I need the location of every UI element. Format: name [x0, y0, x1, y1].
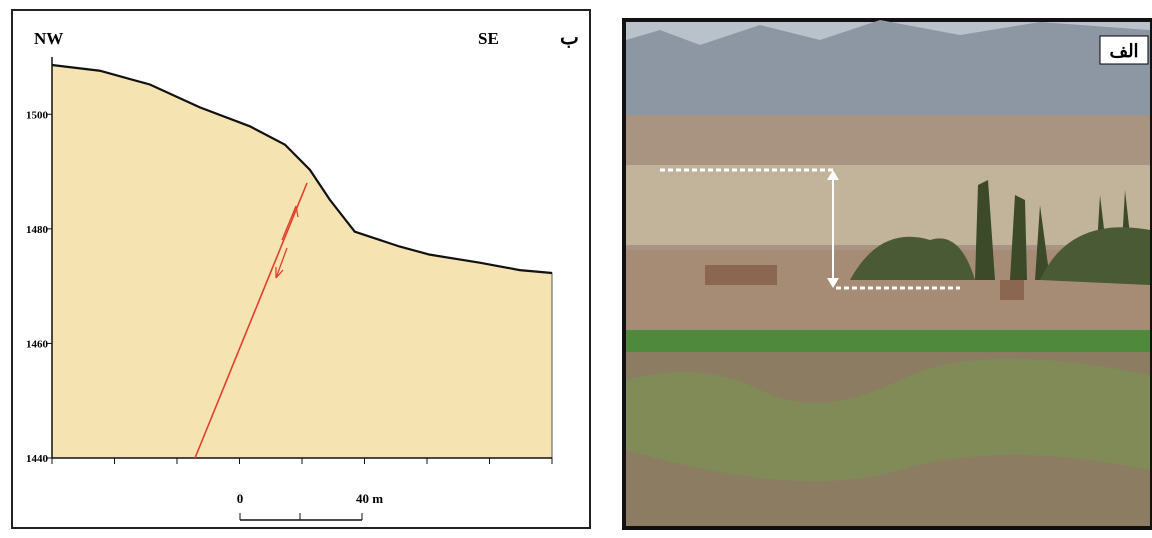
building — [1000, 280, 1024, 300]
scale-label: 0 — [237, 491, 244, 506]
photo-label: الف — [1109, 41, 1138, 61]
page: NW SE ب 1440146014801500 0 40 m الف (() … — [0, 0, 1152, 533]
y-tick-label: 1480 — [26, 224, 49, 236]
figure: NW SE ب 1440 1460 1480 1500 0 40 m الف — [0, 0, 1152, 533]
y-tick-label: 1500 — [26, 109, 49, 121]
terrace — [626, 165, 1150, 245]
building — [705, 265, 777, 285]
y-tick-label: 1460 — [26, 338, 49, 350]
y-tick-label: 1440 — [26, 453, 49, 465]
scale-label: 40 m — [356, 491, 383, 506]
photo: الف — [622, 18, 1152, 530]
left-label: NW — [34, 29, 63, 48]
green-strip — [626, 330, 1150, 352]
right-label: SE — [478, 29, 499, 48]
panel-label: ب — [560, 27, 579, 49]
